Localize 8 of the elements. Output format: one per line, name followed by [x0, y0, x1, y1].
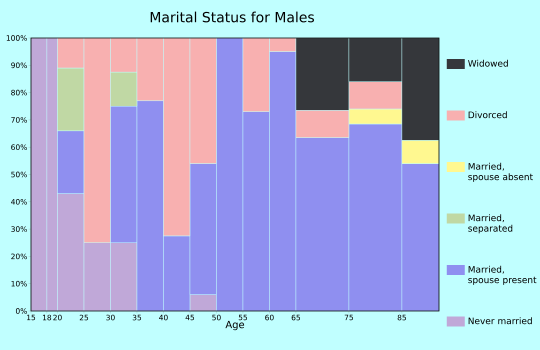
legend-label: Married, spouse absent — [468, 162, 533, 182]
legend-label: Never married — [468, 317, 532, 324]
chart-title: Marital Status for Males — [150, 12, 314, 22]
legend-label: Married, separated — [468, 214, 512, 234]
legend-label: Divorced — [468, 111, 507, 118]
legend-label: Married, spouse present — [468, 266, 536, 285]
legend-label: Widowed — [468, 60, 508, 67]
x-axis-title: Age — [225, 320, 244, 330]
